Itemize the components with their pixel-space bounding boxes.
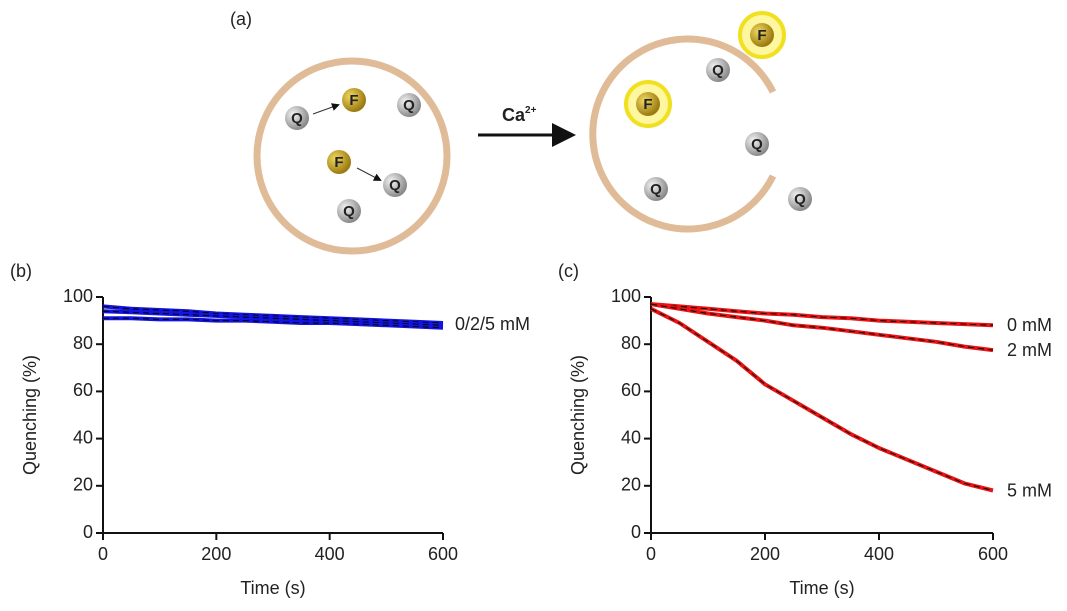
y-tick-label: 100	[63, 286, 93, 306]
y-axis-label: Quenching (%)	[568, 355, 588, 475]
y-tick-label: 20	[73, 475, 93, 495]
particle-label: Q	[751, 136, 763, 153]
particle	[745, 132, 769, 156]
quench-arrow	[356, 167, 382, 181]
particle-label: F	[757, 27, 766, 44]
x-tick-label: 200	[201, 544, 231, 564]
x-tick-label: 400	[315, 544, 345, 564]
x-axis-label: Time (s)	[240, 578, 305, 598]
particle-label: Q	[794, 191, 806, 208]
particle	[397, 93, 421, 117]
particle	[383, 173, 407, 197]
ruptured-vesicle	[589, 35, 777, 233]
particle-label: Q	[712, 62, 724, 79]
series-label: 0 mM	[1007, 315, 1052, 335]
ion-charge: 2+	[525, 105, 537, 116]
annotation: 0/2/5 mM	[455, 314, 530, 334]
particle	[644, 177, 668, 201]
particle	[636, 92, 660, 116]
y-axis-label: Quenching (%)	[20, 355, 40, 475]
particle	[706, 58, 730, 82]
particle-label: Q	[403, 97, 415, 114]
particle-label: F	[349, 92, 358, 109]
y-tick-label: 0	[631, 522, 641, 542]
panel-label: (a)	[230, 9, 252, 29]
fit-line	[102, 310, 444, 326]
y-tick-label: 0	[83, 522, 93, 542]
series-line	[650, 307, 994, 493]
ion: Ca	[502, 105, 526, 125]
particle-label: F	[334, 154, 343, 171]
x-tick-label: 600	[978, 544, 1008, 564]
particle-label: Q	[389, 177, 401, 194]
quench-arrow	[312, 103, 340, 115]
y-tick-label: 60	[73, 380, 93, 400]
y-tick-label: 80	[621, 333, 641, 353]
panel-label: (c)	[558, 261, 579, 281]
x-tick-label: 0	[98, 544, 108, 564]
x-tick-label: 400	[864, 544, 894, 564]
particle-label: F	[643, 96, 652, 113]
particle	[337, 199, 361, 223]
x-tick-label: 200	[750, 544, 780, 564]
fit-line	[102, 305, 444, 324]
y-tick-label: 40	[621, 427, 641, 447]
arrow-label: Ca2+	[502, 105, 537, 125]
y-tick-label: 20	[621, 475, 641, 495]
x-tick-label: 600	[428, 544, 458, 564]
fit-line	[650, 303, 994, 351]
panel-label: (b)	[10, 261, 32, 281]
x-tick-label: 0	[646, 544, 656, 564]
series-line	[650, 302, 994, 328]
particle	[342, 88, 366, 112]
series-label: 5 mM	[1007, 480, 1052, 500]
y-tick-label: 100	[611, 286, 641, 306]
y-tick-label: 60	[621, 380, 641, 400]
particle	[788, 187, 812, 211]
particle-label: Q	[343, 203, 355, 220]
particle-label: Q	[650, 181, 662, 198]
particle-label: Q	[291, 110, 303, 127]
fit-line	[103, 317, 444, 329]
particle	[327, 150, 351, 174]
y-tick-label: 40	[73, 427, 93, 447]
y-tick-label: 80	[73, 333, 93, 353]
fit-line	[650, 303, 994, 326]
vesicle	[253, 57, 451, 255]
x-axis-label: Time (s)	[789, 578, 854, 598]
particle	[750, 23, 774, 47]
particle	[285, 106, 309, 130]
fit-line	[650, 308, 994, 491]
series-label: 2 mM	[1007, 340, 1052, 360]
